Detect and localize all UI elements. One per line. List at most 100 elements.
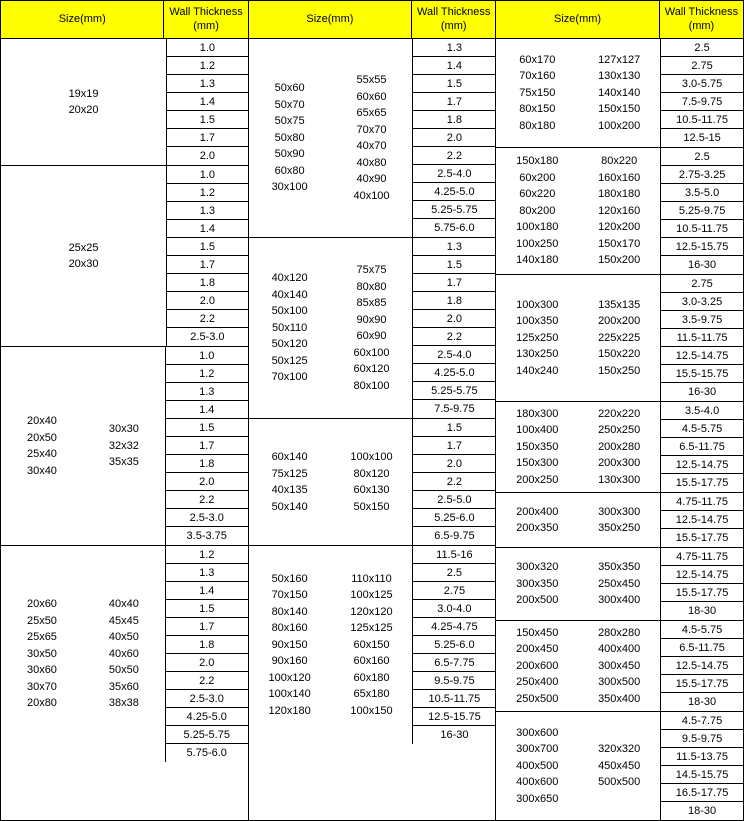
wall-cell: 4.75-11.75: [661, 493, 743, 511]
wall-column: 1.31.51.71.82.02.22.5-4.04.25-5.05.25-5.…: [413, 238, 495, 418]
wall-cell: 5.25-9.75: [661, 202, 743, 220]
wall-cell: 1.5: [413, 256, 495, 274]
wall-cell: 16-30: [661, 256, 743, 274]
wall-cell: 5.25-5.75: [413, 201, 495, 219]
wall-cell: 11.5-16: [413, 546, 495, 564]
size-cell: 50x16070x15080x14080x16090x15090x160100x…: [249, 546, 414, 744]
wall-column: 1.01.21.31.41.51.72.0: [167, 39, 248, 165]
wall-column: 1.01.21.31.41.51.71.82.02.22.5-3.03.5-3.…: [166, 347, 248, 545]
wall-cell: 4.25-5.0: [166, 708, 248, 726]
wall-cell: 2.5-5.0: [413, 491, 495, 509]
wall-cell: 2.5-4.0: [413, 165, 495, 183]
block: 20x6025x5025x6530x5030x6030x7020x8040x40…: [1, 546, 248, 762]
wall-cell: 2.0: [167, 292, 248, 310]
wall-cell: 2.2: [413, 147, 495, 165]
wall-cell: 5.75-6.0: [166, 744, 248, 762]
size-header: Size(mm): [249, 1, 412, 39]
size-cell: 180x300100x400150x350150x300200x250220x2…: [496, 402, 661, 492]
wall-cell: 2.2: [166, 672, 248, 690]
wall-cell: 2.2: [413, 473, 495, 491]
wall-cell: 3.5-9.75: [661, 311, 743, 329]
wall-cell: 12.5-14.75: [661, 511, 743, 529]
wall-cell: 16.5-17.75: [661, 784, 743, 802]
wall-cell: 5.75-6.0: [413, 219, 495, 237]
size-cell: 60x14075x12540x13550x140100x10080x12060x…: [249, 419, 414, 545]
size-cell: 20x4020x5025x4030x4030x3032x3235x35: [1, 347, 166, 545]
wall-cell: 4.75-11.75: [661, 548, 743, 566]
wall-cell: 1.2: [167, 184, 248, 202]
wall-header: Wall Thickness(mm): [412, 1, 495, 39]
wall-cell: 3.0-4.0: [413, 600, 495, 618]
wall-cell: 1.3: [413, 238, 495, 256]
wall-cell: 1.7: [413, 274, 495, 292]
wall-cell: 1.8: [166, 455, 248, 473]
wall-cell: 18-30: [661, 802, 743, 820]
wall-column: 1.01.21.31.41.51.71.82.02.22.5-3.0: [167, 166, 248, 346]
block: 180x300100x400150x350150x300200x250220x2…: [496, 402, 743, 493]
wall-cell: 1.3: [413, 39, 495, 57]
wall-cell: 1.4: [166, 582, 248, 600]
block: 300x320300x350200x500350x350250x450300x4…: [496, 548, 743, 621]
wall-cell: 1.5: [167, 111, 248, 129]
wall-cell: 1.8: [166, 636, 248, 654]
wall-cell: 16-30: [661, 383, 743, 401]
wall-cell: 4.5-5.75: [661, 621, 743, 639]
wall-cell: 1.4: [167, 220, 248, 238]
block: 60x17070x16075x15080x15080x180127x127130…: [496, 39, 743, 148]
size-subcol: 80x220160x160180x180120x160120x200150x17…: [578, 153, 660, 269]
wall-cell: 5.25-5.75: [166, 726, 248, 744]
wall-cell: 2.5: [661, 39, 743, 57]
size-subcol: 50x6050x7050x7550x8050x9060x8030x100: [249, 72, 331, 204]
wall-cell: 2.2: [167, 310, 248, 328]
block: 300x600300x700400x500400x600300x650320x3…: [496, 712, 743, 820]
wall-cell: 9.5-9.75: [413, 672, 495, 690]
block: 150x18060x20060x22080x200100x180100x2501…: [496, 148, 743, 275]
size-subcol: 30x3032x3235x35: [83, 413, 165, 479]
wall-cell: 15.5-15.75: [661, 365, 743, 383]
wall-cell: 1.7: [413, 437, 495, 455]
wall-cell: 12.5-14.75: [661, 566, 743, 584]
block: 150x450200x450200x600250x400250x500280x2…: [496, 621, 743, 712]
wall-cell: 6.5-11.75: [661, 639, 743, 657]
group-1: Size(mm)Wall Thickness(mm)50x6050x7050x7…: [249, 1, 497, 820]
wall-column: 4.75-11.7512.5-14.7515.5-17.75: [661, 493, 743, 547]
wall-column: 1.21.31.41.51.71.82.02.22.5-3.04.25-5.05…: [166, 546, 248, 762]
size-subcol: 220x220250x250200x280200x300130x300: [578, 406, 660, 489]
wall-cell: 3.0-3.25: [661, 293, 743, 311]
size-cell: 20x6025x5025x6530x5030x6030x7020x8040x40…: [1, 546, 166, 762]
size-cell: 25x2520x30: [1, 166, 167, 346]
size-subcol: 127x127130x130140x140150x150100x200: [578, 52, 660, 135]
size-subcol: 20x4020x5025x4030x40: [1, 413, 83, 479]
size-cell: 50x6050x7050x7550x8050x9060x8030x10055x5…: [249, 39, 414, 237]
wall-cell: 1.8: [413, 111, 495, 129]
wall-cell: 3.5-4.0: [661, 402, 743, 420]
wall-cell: 16-30: [413, 726, 495, 744]
wall-cell: 1.4: [167, 93, 248, 111]
wall-cell: 4.25-4.75: [413, 618, 495, 636]
wall-cell: 2.5-3.0: [167, 328, 248, 346]
wall-cell: 6.5-7.75: [413, 654, 495, 672]
wall-cell: 4.25-5.0: [413, 183, 495, 201]
size-subcol: 110x110100x125120x120125x12560x15060x160…: [331, 571, 413, 720]
wall-cell: 2.5: [661, 148, 743, 166]
wall-cell: 2.75: [661, 57, 743, 75]
wall-cell: 2.2: [166, 491, 248, 509]
size-subcol: 300x320300x350200x500: [496, 559, 578, 609]
wall-cell: 1.4: [166, 401, 248, 419]
wall-cell: 1.7: [167, 256, 248, 274]
wall-cell: 1.8: [167, 274, 248, 292]
block: 19x1920x201.01.21.31.41.51.72.0: [1, 39, 248, 166]
wall-cell: 12.5-14.75: [661, 456, 743, 474]
wall-cell: 1.5: [413, 419, 495, 437]
size-cell: 19x1920x20: [1, 39, 167, 165]
wall-cell: 1.0: [167, 166, 248, 184]
wall-cell: 5.25-6.0: [413, 509, 495, 527]
block: 50x16070x15080x14080x16090x15090x160100x…: [249, 546, 496, 744]
size-subcol: 60x14075x12540x13550x140: [249, 449, 331, 515]
wall-cell: 6.5-11.75: [661, 438, 743, 456]
wall-cell: 15.5-17.75: [661, 584, 743, 602]
wall-cell: 7.5-9.75: [661, 93, 743, 111]
wall-cell: 1.7: [413, 93, 495, 111]
wall-cell: 1.5: [166, 419, 248, 437]
size-cell: 200x400200x350300x300350x250: [496, 493, 661, 547]
